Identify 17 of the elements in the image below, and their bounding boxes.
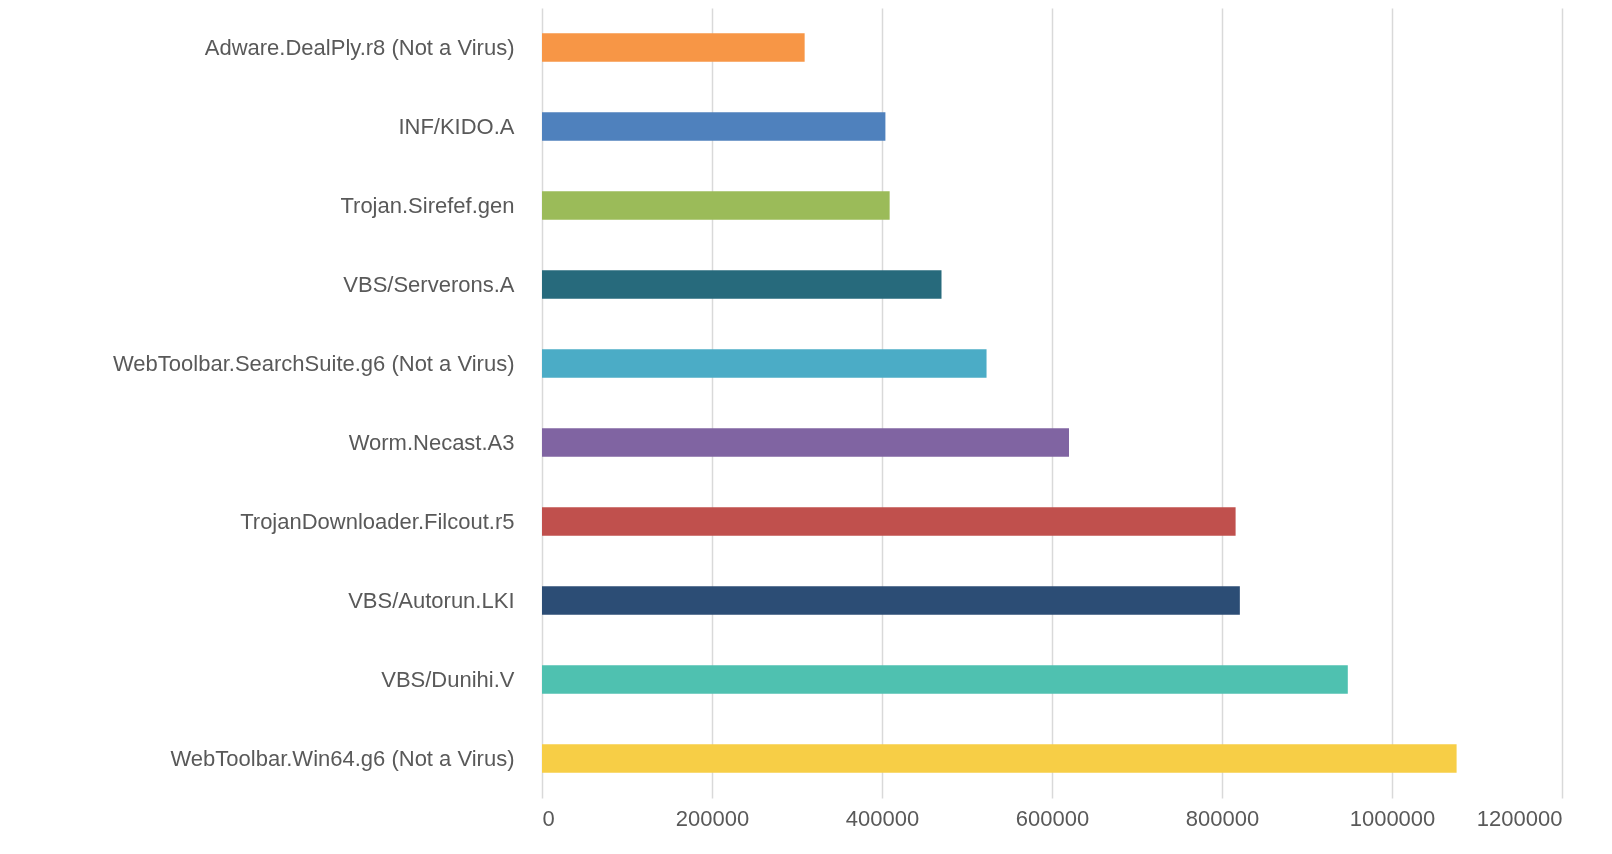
x-tick-label: 1000000 bbox=[1349, 805, 1436, 831]
x-tick-label: 200000 bbox=[675, 805, 750, 831]
x-tick-label: 800000 bbox=[1185, 805, 1260, 831]
x-tick-label: 600000 bbox=[1015, 805, 1090, 831]
y-tick-label: TrojanDownloader.Filcout.r5 bbox=[240, 508, 515, 534]
y-tick-label: WebToolbar.Win64.g6 (Not a Virus) bbox=[170, 745, 515, 771]
y-tick-label: VBS/Serverons.A bbox=[343, 271, 515, 297]
x-tick-label: 0 bbox=[542, 805, 555, 831]
y-tick-label: Trojan.Sirefef.gen bbox=[340, 192, 515, 218]
y-tick-label: WebToolbar.SearchSuite.g6 (Not a Virus) bbox=[112, 350, 515, 376]
y-tick-label: VBS/Autorun.LKI bbox=[348, 587, 515, 613]
y-tick-label: Worm.Necast.A3 bbox=[348, 429, 515, 455]
x-tick-label: 1200000 bbox=[1476, 805, 1563, 831]
y-tick-label: INF/KIDO.A bbox=[398, 113, 515, 139]
y-tick-label: VBS/Dunihi.V bbox=[381, 666, 515, 692]
y-tick-label: Adware.DealPly.r8 (Not a Virus) bbox=[204, 34, 515, 60]
x-tick-label: 400000 bbox=[845, 805, 920, 831]
